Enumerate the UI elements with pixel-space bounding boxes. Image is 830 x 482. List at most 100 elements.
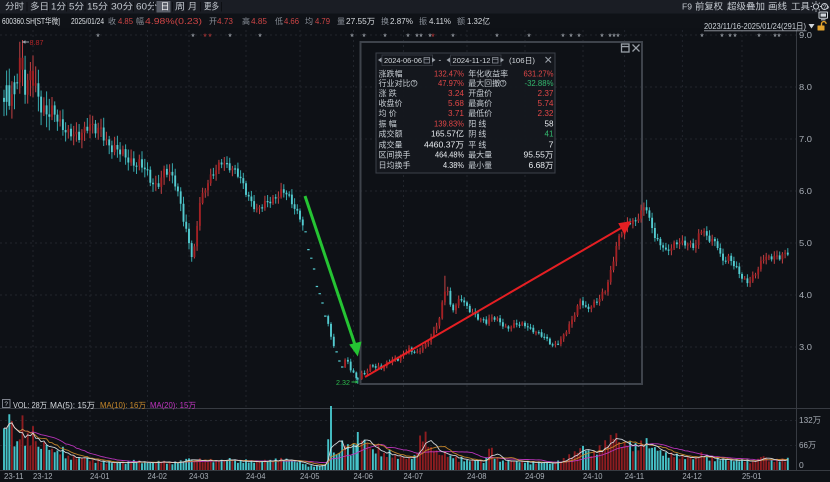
- svg-text:*: *: [600, 32, 604, 42]
- svg-text:*: *: [495, 32, 499, 42]
- svg-text:58: 58: [545, 119, 555, 128]
- svg-text:2.37: 2.37: [538, 89, 555, 98]
- svg-text:25-01: 25-01: [742, 471, 762, 481]
- svg-text:60分: 60分: [136, 2, 157, 12]
- svg-text:27.55万: 27.55万: [346, 17, 375, 26]
- svg-text:2024-11-12: 2024-11-12: [453, 56, 491, 65]
- svg-text:年化收益率: 年化收益率: [468, 68, 508, 78]
- svg-text:*: *: [362, 32, 366, 42]
- svg-text:47.97%: 47.97%: [438, 79, 464, 88]
- svg-text:2.32: 2.32: [538, 109, 555, 118]
- svg-text:*: *: [419, 32, 423, 42]
- svg-text:月: 月: [188, 2, 197, 12]
- svg-text:*: *: [96, 32, 100, 42]
- svg-text:*: *: [208, 32, 212, 42]
- svg-text:振: 振: [419, 16, 427, 26]
- svg-text:23-11: 23-11: [4, 471, 24, 481]
- svg-text:收盘价: 收盘价: [379, 98, 403, 108]
- svg-text:涨跌幅: 涨跌幅: [379, 68, 403, 78]
- svg-text:*: *: [733, 32, 737, 42]
- svg-text:(106日): (106日): [509, 56, 536, 65]
- svg-text:VOL: 28万: VOL: 28万: [13, 401, 47, 410]
- svg-text:MA(20): 15万: MA(20): 15万: [150, 401, 196, 410]
- svg-text:-: -: [439, 56, 442, 65]
- svg-text:量: 量: [337, 17, 345, 26]
- svg-text:*: *: [569, 32, 573, 42]
- svg-text:631.27%: 631.27%: [524, 69, 554, 78]
- svg-text:超级叠加: 超级叠加: [727, 1, 765, 12]
- svg-text:最高价: 最高价: [468, 98, 492, 108]
- svg-text:23-12: 23-12: [33, 471, 53, 481]
- svg-text:日: 日: [161, 2, 170, 12]
- svg-text:平 线: 平 线: [468, 139, 486, 149]
- svg-text:24-08: 24-08: [467, 471, 487, 481]
- svg-text:24-02: 24-02: [148, 471, 168, 481]
- svg-text:6.68万: 6.68万: [529, 161, 554, 170]
- svg-text:收: 收: [108, 16, 116, 26]
- svg-text:0: 0: [799, 460, 804, 470]
- svg-text:分时: 分时: [5, 1, 24, 12]
- svg-text:阳 线: 阳 线: [468, 118, 486, 128]
- svg-text:高: 高: [242, 16, 250, 26]
- svg-text:4.73: 4.73: [217, 17, 234, 26]
- svg-text:*: *: [757, 32, 761, 42]
- svg-text:165.57亿: 165.57亿: [431, 129, 464, 139]
- svg-text:5.68: 5.68: [448, 99, 465, 108]
- svg-text:24-09: 24-09: [525, 471, 545, 481]
- svg-text:3.0: 3.0: [799, 342, 812, 352]
- svg-text:24-05: 24-05: [300, 471, 320, 481]
- svg-text:均: 均: [305, 16, 313, 26]
- svg-text:行业对比: 行业对比: [379, 78, 411, 88]
- svg-text:F9: F9: [682, 3, 693, 12]
- svg-text:*: *: [451, 32, 455, 42]
- svg-text:开: 开: [209, 17, 217, 26]
- svg-text:*: *: [228, 32, 232, 42]
- svg-text:*: *: [608, 32, 612, 42]
- svg-text:*: *: [258, 32, 262, 42]
- svg-text:画线: 画线: [768, 1, 787, 12]
- svg-text:*: *: [350, 32, 354, 42]
- svg-text:4.66: 4.66: [284, 17, 300, 26]
- svg-text:*: *: [577, 32, 581, 42]
- svg-text:7.0: 7.0: [799, 134, 812, 144]
- svg-text:?: ?: [413, 81, 416, 87]
- svg-text:4.0: 4.0: [799, 290, 812, 300]
- svg-text:最大量: 最大量: [468, 150, 492, 160]
- svg-text:*: *: [428, 32, 432, 42]
- svg-text:幅: 幅: [136, 16, 144, 26]
- svg-text:多日: 多日: [30, 1, 49, 12]
- svg-text:4.11%: 4.11%: [429, 17, 451, 26]
- svg-text:8.87: 8.87: [30, 38, 44, 47]
- svg-text:4.85: 4.85: [251, 17, 268, 26]
- svg-text:低: 低: [275, 16, 283, 26]
- svg-text:?: ?: [823, 5, 827, 11]
- svg-text:2025/01/24: 2025/01/24: [71, 17, 104, 26]
- svg-text:9.0: 9.0: [799, 30, 812, 40]
- svg-text:24-03: 24-03: [189, 471, 209, 481]
- svg-text:*: *: [561, 32, 565, 42]
- svg-text:周: 周: [175, 2, 185, 12]
- svg-text:*: *: [203, 32, 207, 42]
- svg-text:*: *: [728, 32, 732, 42]
- svg-text:区间换手: 区间换手: [379, 150, 411, 160]
- svg-text:阴 线: 阴 线: [468, 129, 486, 139]
- svg-text:成交额: 成交额: [379, 129, 403, 139]
- svg-text:*: *: [612, 32, 616, 42]
- svg-text:*: *: [431, 32, 435, 42]
- svg-text:24-10: 24-10: [583, 471, 603, 481]
- svg-text:?: ?: [502, 81, 505, 87]
- svg-text:4460.37万: 4460.37万: [424, 140, 464, 149]
- svg-text:464.48%: 464.48%: [435, 151, 464, 160]
- svg-text:1.32亿: 1.32亿: [467, 16, 490, 26]
- svg-text:日均换手: 日均换手: [379, 160, 411, 170]
- svg-text:?: ?: [4, 401, 8, 408]
- svg-text:1分: 1分: [51, 2, 66, 12]
- svg-text:-32.88%: -32.88%: [525, 79, 554, 88]
- svg-text:*: *: [406, 32, 410, 42]
- svg-text:3.24: 3.24: [448, 89, 465, 98]
- svg-text:›: ›: [827, 2, 830, 12]
- svg-text:24-04: 24-04: [246, 471, 266, 481]
- svg-text:均 价: 均 价: [379, 108, 397, 118]
- svg-text:2.32: 2.32: [336, 378, 350, 387]
- svg-text:95.55万: 95.55万: [524, 151, 554, 160]
